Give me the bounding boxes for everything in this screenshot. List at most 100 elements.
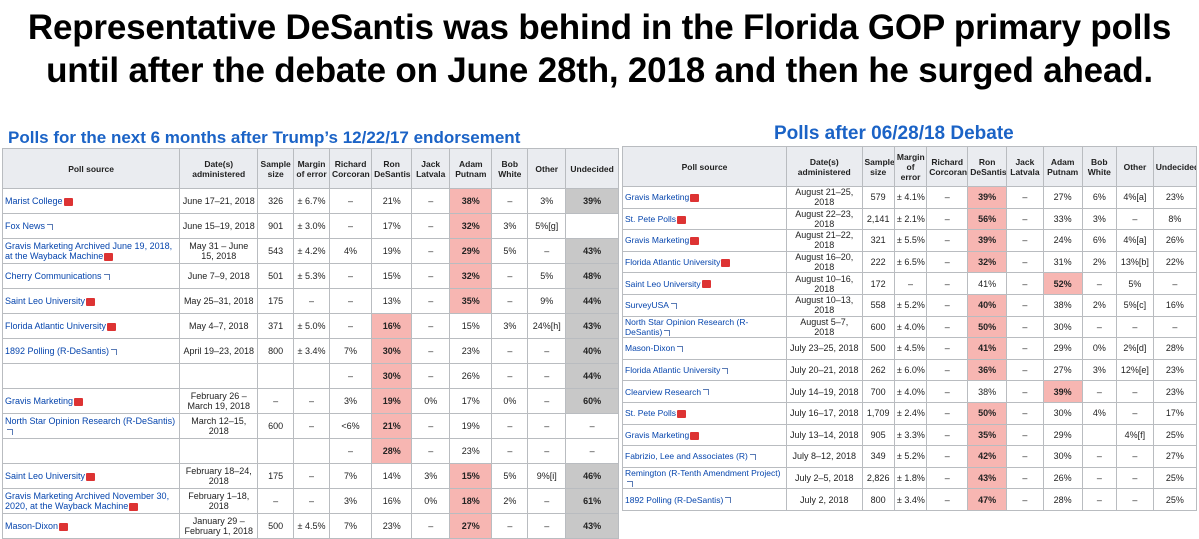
- poll-source-link[interactable]: Cherry Communications: [1, 263, 181, 289]
- poll-source-link[interactable]: Gravis Marketing Archived November 30, 2…: [1, 488, 181, 514]
- cell-corcoran: –: [926, 358, 969, 382]
- poll-source-link[interactable]: Saint Leo University: [1, 463, 181, 489]
- table-row: Clearview Research July 14–19, 2018 700 ± 4…: [622, 380, 1198, 403]
- cell-latvala: –: [411, 263, 451, 289]
- cell-size: 558: [861, 293, 895, 317]
- poll-source-link[interactable]: Gravis Marketing: [622, 186, 787, 209]
- right-panel-title: Polls after 06/28/18 Debate: [774, 123, 1014, 144]
- cell-latvala: –: [411, 338, 451, 364]
- poll-source-link[interactable]: St. Pete Polls: [622, 207, 787, 231]
- poll-source-label: 1892 Polling (R-DeSantis): [625, 494, 724, 505]
- cell-putnam: 30%: [1042, 445, 1083, 468]
- cell-desantis: 16%: [371, 313, 413, 339]
- table-row: 1892 Polling (R-DeSantis) July 2, 2018 800…: [622, 488, 1198, 511]
- table-row: Saint Leo University August 10–16, 2018 17…: [622, 272, 1198, 295]
- poll-source-link[interactable]: Saint Leo University: [622, 272, 787, 295]
- cell-und: 23%: [1152, 186, 1198, 209]
- table-row: Mason-Dixon January 29 – February 1, 2018…: [1, 513, 619, 539]
- cell-corcoran: –: [926, 315, 969, 339]
- cell-white: –: [491, 188, 529, 214]
- poll-source-link[interactable]: Marist College: [1, 188, 181, 214]
- poll-source-link[interactable]: Gravis Marketing: [622, 229, 787, 252]
- poll-source-link[interactable]: Remington (R-Tenth Amendment Project): [622, 466, 787, 490]
- cell-moe: ± 5.3%: [293, 263, 330, 289]
- poll-source-link[interactable]: Clearview Research: [622, 380, 787, 403]
- cell-date: February 18–24, 2018: [179, 463, 259, 489]
- cell-latvala: –: [1006, 380, 1044, 403]
- cell-latvala: –: [411, 438, 451, 464]
- poll-source-link[interactable]: SurveyUSA: [622, 293, 787, 317]
- cell-und: 39%: [565, 188, 619, 214]
- table-row: Florida Atlantic University July 20–21, 2…: [622, 358, 1198, 382]
- cell-desantis: 21%: [371, 188, 413, 214]
- cell-other: –: [527, 338, 567, 364]
- poll-source-link[interactable]: North Star Opinion Research (R-DeSantis): [1, 413, 181, 439]
- poll-source-link[interactable]: Gravis Marketing: [622, 423, 787, 447]
- poll-source-link[interactable]: Gravis Marketing: [1, 388, 181, 414]
- column-header: Jack Latvala: [411, 148, 451, 189]
- poll-source-link[interactable]: 1892 Polling (R-DeSantis): [622, 488, 787, 511]
- cell-white: 2%: [491, 488, 529, 514]
- cell-latvala: 0%: [411, 388, 451, 414]
- cell-putnam: 27%: [449, 513, 493, 539]
- cell-und: 27%: [1152, 445, 1198, 468]
- cell-und: 23%: [1152, 380, 1198, 403]
- poll-source-label: St. Pete Polls: [625, 213, 677, 224]
- poll-source-link[interactable]: Gravis Marketing Archived June 19, 2018,…: [1, 238, 181, 264]
- cell-date: July 13–14, 2018: [786, 423, 863, 447]
- cell-white: 3%: [491, 313, 529, 339]
- cell-white: 6%: [1081, 186, 1118, 209]
- cell-date: July 2–5, 2018: [786, 466, 863, 490]
- poll-source-link[interactable]: 1892 Polling (R-DeSantis): [1, 338, 181, 364]
- poll-source-link[interactable]: Mason-Dixon: [622, 337, 787, 360]
- pdf-icon: [104, 252, 114, 261]
- pdf-icon: [721, 258, 731, 267]
- poll-source-label: North Star Opinion Research (R-DeSantis): [5, 416, 176, 426]
- table-row: Florida Atlantic University August 16–20,…: [622, 250, 1198, 274]
- table-row: Gravis Marketing Archived June 19, 2018,…: [1, 238, 619, 264]
- poll-source-link[interactable]: Fabrizio, Lee and Associates (R): [622, 445, 787, 468]
- cell-date: July 23–25, 2018: [786, 337, 863, 360]
- column-header: Poll source: [1, 148, 181, 189]
- cell-desantis: 39%: [967, 229, 1008, 252]
- poll-source-link[interactable]: Florida Atlantic University: [1, 313, 181, 339]
- cell-other: 4%[f]: [1116, 423, 1154, 447]
- cell-desantis: 17%: [371, 213, 413, 239]
- pdf-icon: [59, 522, 69, 531]
- cell-latvala: –: [1006, 293, 1044, 317]
- cell-other: –: [527, 388, 567, 414]
- poll-source-link[interactable]: Fox News: [1, 213, 181, 239]
- table-row: Marist College June 17–21, 2018 326 ± 6.7% –…: [1, 188, 619, 214]
- cell-corcoran: –: [926, 380, 969, 403]
- poll-source-link[interactable]: Mason-Dixon: [1, 513, 181, 539]
- poll-source-link[interactable]: St. Pete Polls: [622, 401, 787, 425]
- cell-corcoran: 3%: [328, 388, 373, 414]
- cell-size: 600: [861, 315, 895, 339]
- poll-source-link[interactable]: Saint Leo University: [1, 288, 181, 314]
- column-header: Date(s) administered: [786, 146, 863, 187]
- poll-source-link[interactable]: Florida Atlantic University: [622, 358, 787, 382]
- cell-latvala: 3%: [411, 463, 451, 489]
- cell-date: July 2, 2018: [786, 488, 863, 511]
- poll-source-label: Fabrizio, Lee and Associates (R): [625, 451, 748, 462]
- cell-corcoran: 7%: [328, 463, 373, 489]
- cell-white: 0%: [491, 388, 529, 414]
- cell-moe: ± 5.2%: [893, 293, 928, 317]
- left-panel-title: Polls for the next 6 months after Trump’…: [8, 128, 521, 147]
- cell-latvala: –: [1006, 186, 1044, 209]
- external-link-icon: [47, 223, 54, 230]
- cell-size: 371: [257, 313, 295, 339]
- cell-moe: ± 4.5%: [893, 337, 928, 360]
- cell-moe: ± 4.1%: [893, 186, 928, 209]
- poll-source-link[interactable]: North Star Opinion Research (R-DeSantis): [622, 315, 787, 339]
- cell-size: [257, 363, 295, 389]
- poll-source-link[interactable]: Florida Atlantic University: [622, 250, 787, 274]
- cell-corcoran: –: [926, 250, 969, 274]
- cell-other: 5%: [1116, 272, 1154, 295]
- poll-source-label: Gravis Marketing: [625, 429, 690, 440]
- cell-date: August 5–7, 2018: [786, 315, 863, 339]
- cell-desantis: 36%: [967, 358, 1008, 382]
- cell-latvala: –: [1006, 466, 1044, 490]
- cell-und: 44%: [565, 288, 619, 314]
- poll-source-label: Mason-Dixon: [625, 343, 676, 354]
